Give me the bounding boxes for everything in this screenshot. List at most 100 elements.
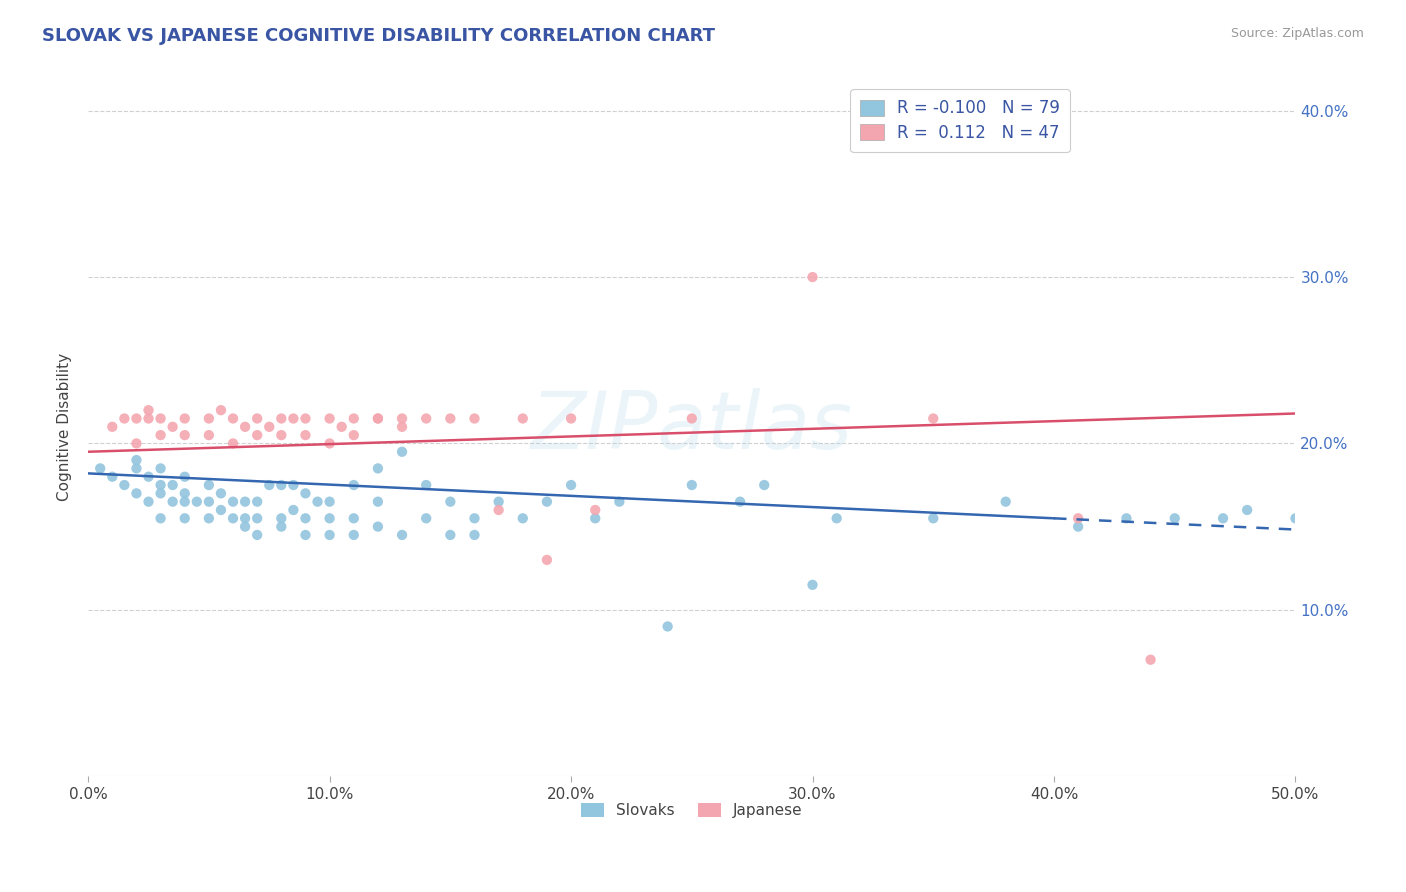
Point (343, 511, 366, 525)
Point (138, 403, 160, 417)
Point (294, 411, 316, 425)
Point (198, 411, 221, 425)
Point (367, 461, 389, 475)
Point (536, 553, 558, 567)
Point (318, 436, 340, 450)
Point (1139, 653, 1161, 667)
Point (367, 411, 389, 425)
Point (173, 486, 195, 500)
Point (343, 478, 366, 492)
Point (257, 419, 280, 434)
Point (439, 411, 461, 425)
Point (343, 428, 366, 442)
Point (463, 528, 485, 542)
Point (233, 511, 256, 525)
Point (125, 453, 148, 467)
Point (512, 511, 534, 525)
Text: SLOVAK VS JAPANESE COGNITIVE DISABILITY CORRELATION CHART: SLOVAK VS JAPANESE COGNITIVE DISABILITY … (42, 27, 716, 45)
Point (173, 428, 195, 442)
Point (488, 503, 510, 517)
Point (922, 511, 945, 525)
Point (318, 494, 340, 508)
Point (343, 528, 366, 542)
Point (125, 436, 148, 450)
Point (330, 419, 353, 434)
Point (801, 578, 824, 592)
Point (318, 528, 340, 542)
Point (583, 511, 606, 525)
Point (246, 411, 269, 425)
Point (343, 411, 366, 425)
Point (149, 511, 172, 525)
Point (186, 494, 208, 508)
Text: ZIPatlas: ZIPatlas (530, 388, 853, 466)
Point (198, 494, 221, 508)
Point (222, 511, 245, 525)
Point (1212, 511, 1234, 525)
Point (233, 494, 256, 508)
Point (125, 411, 148, 425)
Point (609, 494, 631, 508)
Point (283, 411, 305, 425)
Point (391, 411, 413, 425)
Point (173, 511, 195, 525)
Point (283, 503, 305, 517)
Point (367, 519, 389, 533)
Point (560, 478, 582, 492)
Point (391, 444, 413, 458)
Point (198, 428, 221, 442)
Point (367, 411, 389, 425)
Point (294, 511, 316, 525)
Point (89, 461, 111, 475)
Point (270, 478, 292, 492)
Point (994, 494, 1017, 508)
Point (488, 494, 510, 508)
Point (512, 411, 534, 425)
Point (257, 478, 280, 492)
Point (583, 503, 606, 517)
Point (536, 494, 558, 508)
Point (173, 494, 195, 508)
Point (415, 511, 437, 525)
Point (825, 511, 848, 525)
Point (728, 494, 751, 508)
Point (162, 419, 184, 434)
Point (125, 486, 148, 500)
Point (246, 528, 269, 542)
Point (415, 411, 437, 425)
Point (1067, 519, 1090, 533)
Point (270, 411, 292, 425)
Point (138, 411, 160, 425)
Point (681, 411, 703, 425)
Point (1236, 503, 1258, 517)
Point (209, 503, 232, 517)
Point (149, 461, 172, 475)
Point (149, 478, 172, 492)
Point (270, 511, 292, 525)
Point (657, 619, 679, 633)
Legend: Slovaks, Japanese: Slovaks, Japanese (575, 797, 808, 824)
Point (681, 478, 703, 492)
Point (439, 494, 461, 508)
Point (173, 411, 195, 425)
Point (246, 428, 269, 442)
Point (198, 478, 221, 492)
Point (112, 478, 135, 492)
Point (138, 469, 160, 483)
Point (101, 469, 124, 483)
Point (101, 419, 124, 434)
Point (1164, 511, 1187, 525)
Point (922, 411, 945, 425)
Point (149, 486, 172, 500)
Point (222, 494, 245, 508)
Point (149, 428, 172, 442)
Point (439, 528, 461, 542)
Point (294, 428, 316, 442)
Point (391, 528, 413, 542)
Point (294, 528, 316, 542)
Point (198, 511, 221, 525)
Y-axis label: Cognitive Disability: Cognitive Disability (58, 352, 72, 501)
Point (391, 419, 413, 434)
Text: Source: ZipAtlas.com: Source: ZipAtlas.com (1230, 27, 1364, 40)
Point (283, 478, 305, 492)
